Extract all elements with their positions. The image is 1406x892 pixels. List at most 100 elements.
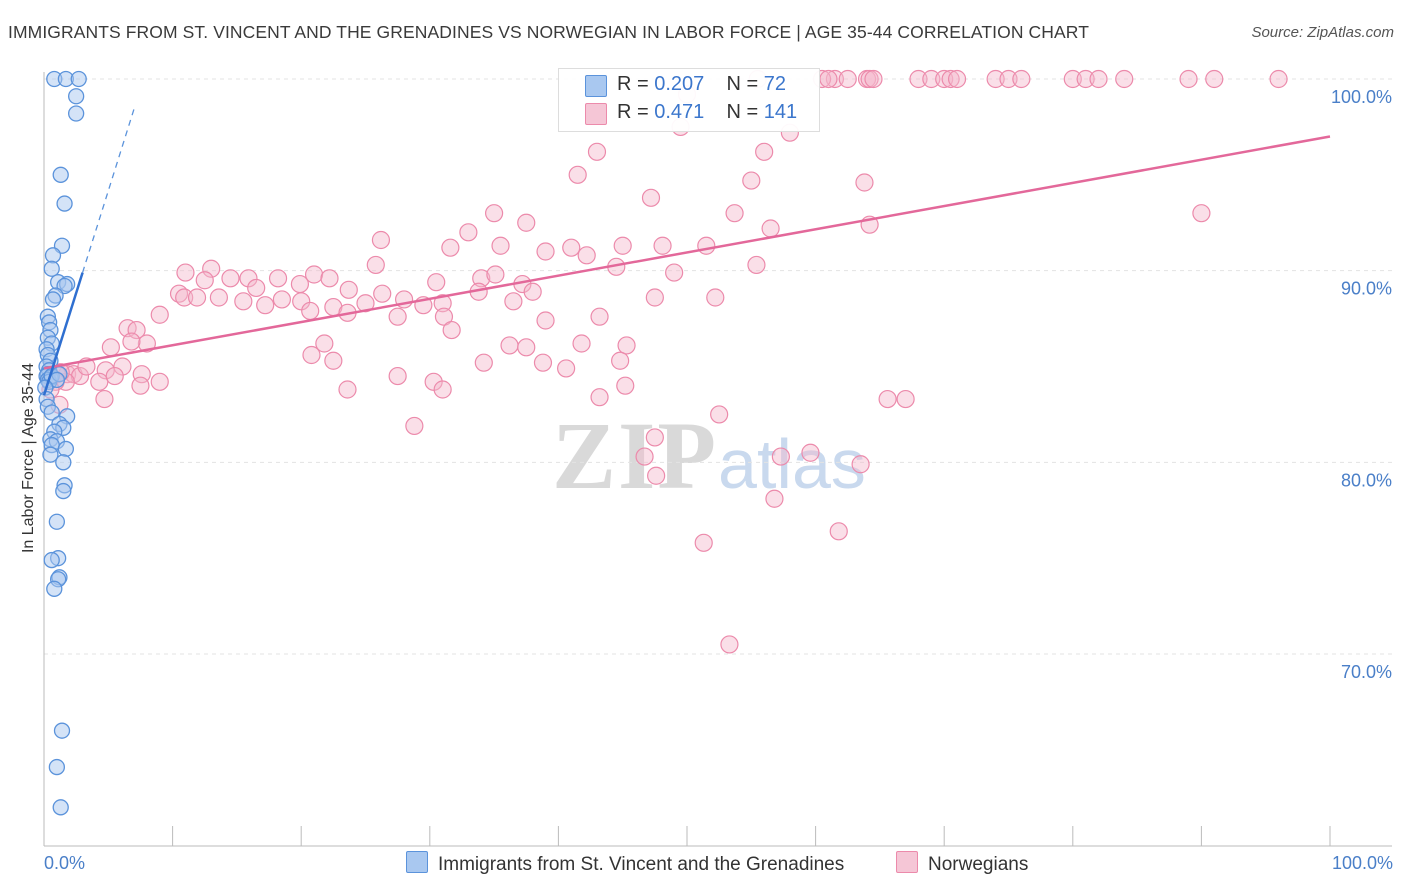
norwegians-point (572, 334, 591, 353)
norwegians-point (710, 405, 729, 424)
n-value-immigrants: 72 (763, 73, 787, 95)
norwegians-point (801, 443, 820, 462)
norwegians-point (320, 269, 339, 288)
immigrants-point (53, 722, 71, 739)
norwegians-point (459, 223, 478, 242)
norwegians-point (405, 416, 424, 436)
norwegians-point (388, 366, 407, 386)
norwegians-point (324, 351, 343, 370)
immigrants-point (48, 758, 66, 776)
norwegians-point (819, 69, 838, 89)
norwegians-point (665, 263, 684, 282)
norwegians-point (127, 320, 146, 340)
norwegians-point (1063, 69, 1082, 89)
norwegians-point (90, 372, 109, 391)
source-label: Source: ZipAtlas.com (1251, 24, 1394, 41)
immigrants-point (55, 482, 72, 500)
norwegians-point (617, 336, 636, 355)
immigrants-point (68, 105, 85, 122)
immigrants-trend-line (42, 272, 84, 396)
norwegians-point (611, 351, 630, 370)
norwegians-point (472, 269, 491, 288)
norwegians-point (1269, 69, 1288, 89)
norwegians-point (523, 282, 542, 301)
immigrants-point (68, 88, 85, 105)
norwegians-point (234, 292, 253, 311)
norwegians-point (131, 376, 150, 395)
norwegians-point (771, 447, 790, 466)
immigrants-point (52, 799, 69, 816)
norwegians-point (694, 533, 713, 552)
norwegians-point (95, 389, 114, 409)
immigrants-point (56, 195, 73, 212)
norwegians-point (1205, 69, 1224, 89)
norwegians-point (486, 265, 505, 284)
norwegians-point (896, 389, 915, 409)
y-tick-label-100: 100.0% (1331, 87, 1392, 107)
immigrants-point (43, 404, 60, 421)
tick-labels: 70.0% 80.0% 90.0% 100.0% 0.0% 100.0% (44, 87, 1393, 873)
chart-title: IMMIGRANTS FROM ST. VINCENT AND THE GREN… (8, 22, 1090, 42)
immigrants-trend-extension (81, 108, 135, 273)
legend-swatch-norwegians (896, 851, 918, 873)
norwegians-point (838, 69, 857, 89)
norwegians-point (122, 332, 141, 351)
x-tick-label-100: 100.0% (1332, 853, 1393, 873)
norwegians-point (101, 338, 120, 357)
stats-legend: R = 0.207 N = 72 R = 0.471 N = 141 (558, 68, 820, 132)
norwegians-point (616, 376, 635, 395)
norwegians-point (118, 319, 137, 338)
norwegians-point (878, 389, 897, 409)
norwegians-point (829, 522, 848, 541)
norwegians-point (725, 204, 744, 223)
norwegians-point (536, 311, 555, 330)
r-label: R = (617, 101, 649, 123)
norwegians-point (1012, 69, 1031, 89)
norwegians-trend-line (43, 135, 1331, 370)
norwegians-point (864, 69, 883, 89)
norwegians-point (388, 307, 407, 326)
norwegians-point (500, 336, 519, 355)
norwegians-point (433, 294, 452, 313)
immigrants-point (70, 70, 87, 88)
norwegians-point (1076, 69, 1095, 89)
watermark-atlas: atlas (718, 425, 866, 503)
norwegians-point (909, 69, 928, 89)
immigrants-point (43, 260, 60, 277)
norwegians-point (315, 334, 334, 353)
legend-swatch-pink (585, 103, 607, 125)
legend-swatch-immigrants (406, 851, 428, 873)
norwegians-point (755, 142, 774, 161)
norwegians-point (851, 455, 870, 474)
norwegians-point (268, 269, 288, 288)
norwegians-point (720, 635, 739, 654)
legend-label-immigrants: Immigrants from St. Vincent and the Gren… (438, 854, 845, 875)
norwegians-point (613, 236, 632, 255)
norwegians-point (557, 359, 576, 378)
norwegians-point (587, 142, 607, 161)
watermark: ZIPatlas (552, 400, 866, 511)
norwegians-point (373, 284, 392, 303)
norwegians-point (356, 294, 375, 313)
legend-item-norwegians[interactable]: Norwegians (896, 851, 1028, 876)
norwegians-point (339, 280, 358, 299)
norwegians-point (433, 380, 452, 399)
y-tick-label-80: 80.0% (1341, 470, 1392, 490)
norwegians-point (653, 236, 672, 255)
norwegians-point (150, 305, 169, 324)
norwegians-point (562, 238, 581, 257)
legend-item-immigrants[interactable]: Immigrants from St. Vincent and the Gren… (406, 851, 844, 876)
watermark-zip: ZIP (552, 402, 719, 509)
r-value-norwegians: 0.471 (654, 101, 705, 123)
y-tick-label-90: 90.0% (1341, 279, 1392, 299)
norwegians-point (765, 489, 784, 508)
immigrants-point (44, 291, 62, 308)
immigrants-point (55, 454, 72, 471)
norwegians-point (491, 236, 510, 255)
immigrants-point (42, 446, 59, 463)
norwegians-point (175, 288, 194, 307)
norwegians-point (132, 365, 151, 384)
norwegians-point (645, 428, 664, 447)
norwegians-point (935, 69, 954, 89)
